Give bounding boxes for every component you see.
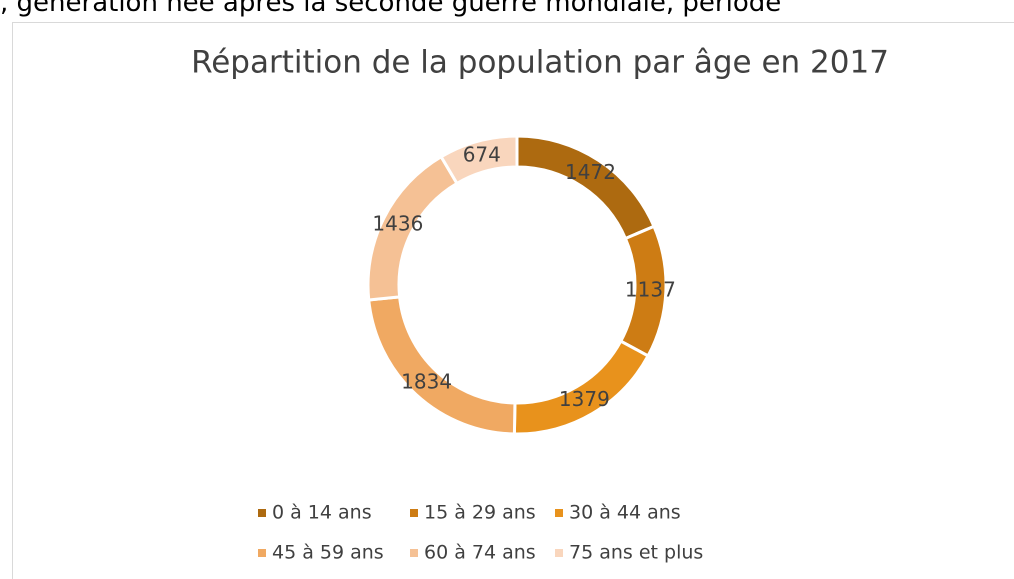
legend-label: 60 à 74 ans — [424, 542, 536, 564]
donut-segment — [515, 134, 656, 241]
chart-border — [12, 22, 1014, 579]
legend-swatch — [410, 509, 418, 517]
data-label: 1472 — [565, 160, 616, 184]
donut-segment — [439, 134, 519, 186]
legend-swatch — [555, 549, 563, 557]
legend-swatch — [555, 509, 563, 517]
legend-swatch — [258, 509, 266, 517]
data-label: 1834 — [401, 370, 452, 394]
data-label: 1436 — [372, 211, 423, 235]
legend-label: 30 à 44 ans — [569, 502, 681, 524]
donut-segment — [367, 295, 517, 436]
body-text: , génération née après la seconde guerre… — [0, 0, 782, 18]
legend-swatch — [410, 549, 418, 557]
legend-label: 45 à 59 ans — [272, 542, 384, 564]
data-label: 1137 — [625, 278, 676, 302]
legend-label: 75 ans et plus — [569, 542, 703, 564]
legend-label: 15 à 29 ans — [424, 502, 536, 524]
data-label: 1379 — [559, 387, 610, 411]
data-label: 674 — [463, 143, 501, 167]
chart-title: Répartition de la population par âge en … — [191, 45, 889, 81]
legend-swatch — [258, 549, 266, 557]
legend-label: 0 à 14 ans — [272, 502, 372, 524]
